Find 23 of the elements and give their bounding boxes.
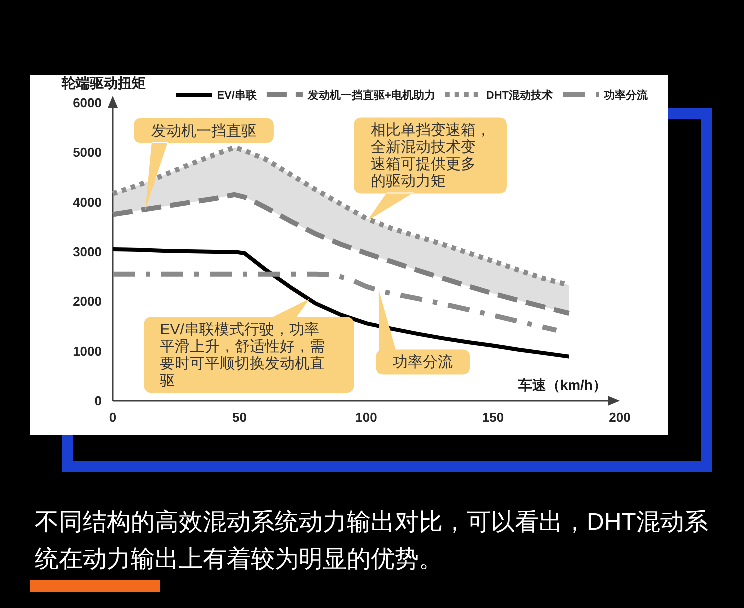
y-tick-label: 4000 xyxy=(73,194,102,210)
x-tick-label: 100 xyxy=(356,410,378,425)
legend-label: EV/串联 xyxy=(217,89,258,102)
text: 不同结构的高效混动系统动力输出对比，可以看出，DHT混动系统在动力输出上有着较为明显的优势。 xyxy=(35,509,708,573)
y-tick-label: 5000 xyxy=(73,145,102,160)
x-tick-label: 200 xyxy=(609,410,631,425)
x-axis-title: 车速（km/h） xyxy=(517,377,607,393)
annotation: 相比单挡变速箱，全新混动技术变速箱可提供更多的驱动力矩 xyxy=(371,122,492,190)
x-tick-label: 150 xyxy=(482,410,504,425)
annotation: 发动机一挡直驱 xyxy=(151,122,256,140)
annotation: 功率分流 xyxy=(393,354,454,372)
x-tick-label: 0 xyxy=(109,410,117,425)
y-tick-label: 3000 xyxy=(73,244,102,260)
y-tick-label: 6000 xyxy=(73,96,102,110)
legend-label: 发动机一挡直驱+电机助力 xyxy=(306,89,436,102)
legend-label: DHT混动技术 xyxy=(486,89,553,102)
y-axis-title: 轮端驱动扭矩 xyxy=(61,75,146,91)
annotation: EV/串联模式行驶，功率平滑上升，舒适性好，需要时可平顺切换发动机直驱 xyxy=(160,322,326,390)
y-tick-label: 1000 xyxy=(73,344,102,359)
y-tick-label: 2000 xyxy=(73,294,102,310)
legend-label: 功率分流 xyxy=(603,89,649,102)
x-tick-label: 50 xyxy=(232,410,247,425)
y-tick-label: 0 xyxy=(94,394,102,408)
